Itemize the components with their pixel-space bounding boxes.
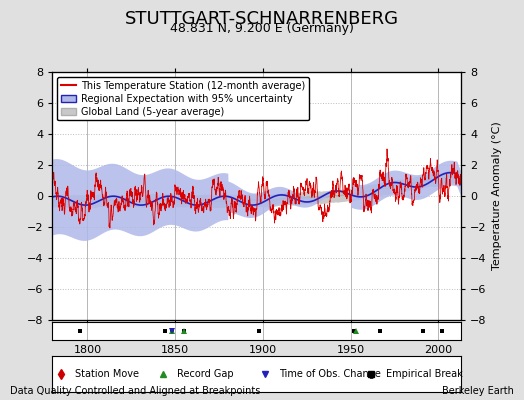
Y-axis label: Temperature Anomaly (°C): Temperature Anomaly (°C) <box>492 122 502 270</box>
Text: Empirical Break: Empirical Break <box>386 369 462 379</box>
Text: 2000: 2000 <box>424 345 452 355</box>
Text: Berkeley Earth: Berkeley Earth <box>442 386 514 396</box>
Text: Station Move: Station Move <box>75 369 139 379</box>
Text: 1900: 1900 <box>249 345 277 355</box>
Text: Record Gap: Record Gap <box>177 369 234 379</box>
Text: Data Quality Controlled and Aligned at Breakpoints: Data Quality Controlled and Aligned at B… <box>10 386 261 396</box>
Text: 1950: 1950 <box>336 345 365 355</box>
Text: 1850: 1850 <box>161 345 189 355</box>
Text: STUTTGART-SCHNARRENBERG: STUTTGART-SCHNARRENBERG <box>125 10 399 28</box>
Legend: This Temperature Station (12-month average), Regional Expectation with 95% uncer: This Temperature Station (12-month avera… <box>57 77 309 120</box>
Text: Time of Obs. Change: Time of Obs. Change <box>279 369 381 379</box>
Text: 48.831 N, 9.200 E (Germany): 48.831 N, 9.200 E (Germany) <box>170 22 354 35</box>
Text: 1800: 1800 <box>73 345 102 355</box>
